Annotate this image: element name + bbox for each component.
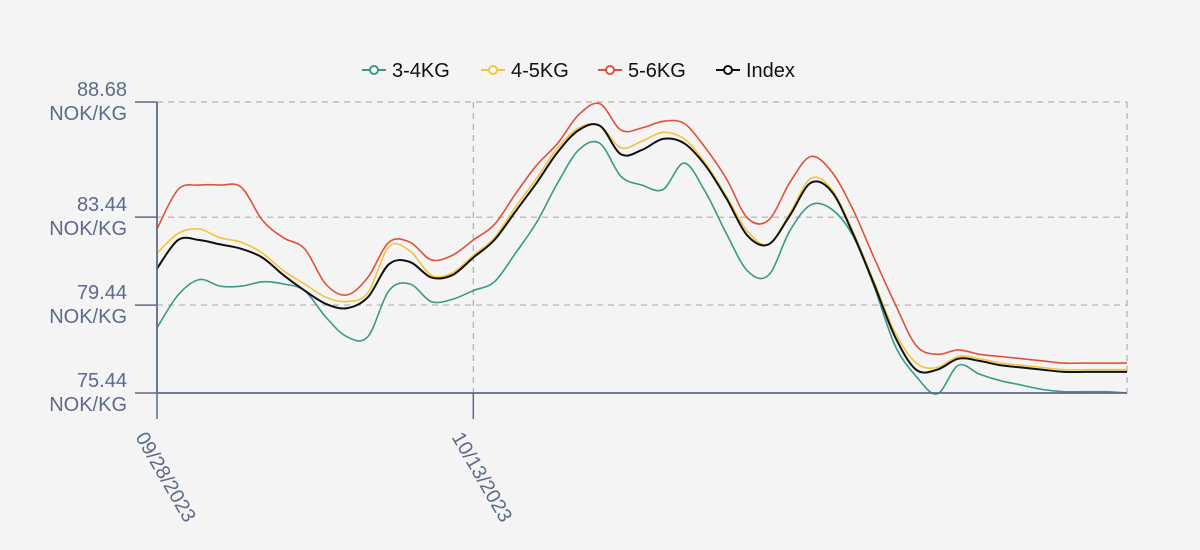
y-tick-unit: NOK/KG	[49, 218, 127, 240]
legend-item-5-6kg: 5-6KG	[598, 60, 686, 82]
y-tick-unit: NOK/KG	[49, 103, 127, 125]
y-tick-unit: NOK/KG	[49, 394, 127, 416]
legend-label: 5-6KG	[628, 60, 686, 82]
y-tick-unit: NOK/KG	[49, 306, 127, 328]
legend-item-3-4kg: 3-4KG	[362, 60, 450, 82]
y-tick-label: 83.44	[77, 194, 127, 216]
legend-label: Index	[746, 60, 795, 82]
legend: 3-4KG 4-5KG 5-6KG Index	[362, 60, 795, 82]
legend-swatch-marker	[369, 65, 379, 75]
axes	[156, 102, 1127, 394]
series-line-3-4kg	[156, 140, 1128, 395]
legend-item-index: Index	[716, 60, 795, 82]
x-axis-ticks: 09/28/2023 10/13/2023	[131, 393, 516, 526]
legend-swatch-marker	[605, 65, 615, 75]
y-axis-ticks: 88.68NOK/KG83.44NOK/KG79.44NOK/KG75.44NO…	[49, 79, 157, 416]
grid-lines	[157, 101, 1128, 393]
legend-item-4-5kg: 4-5KG	[481, 60, 569, 82]
y-tick-label: 75.44	[77, 370, 127, 392]
series-lines	[156, 102, 1128, 395]
y-tick-label: 79.44	[77, 282, 127, 304]
y-tick-label: 88.68	[77, 79, 127, 101]
legend-label: 3-4KG	[392, 60, 450, 82]
legend-label: 4-5KG	[511, 60, 569, 82]
legend-swatch-marker	[488, 65, 498, 75]
x-tick-label: 09/28/2023	[131, 429, 200, 527]
x-tick-label: 10/13/2023	[447, 429, 516, 527]
series-line-5-6kg	[156, 102, 1127, 365]
series-line-index	[156, 123, 1127, 374]
legend-swatch-marker	[723, 65, 733, 75]
series-line-4-5kg	[156, 123, 1127, 371]
